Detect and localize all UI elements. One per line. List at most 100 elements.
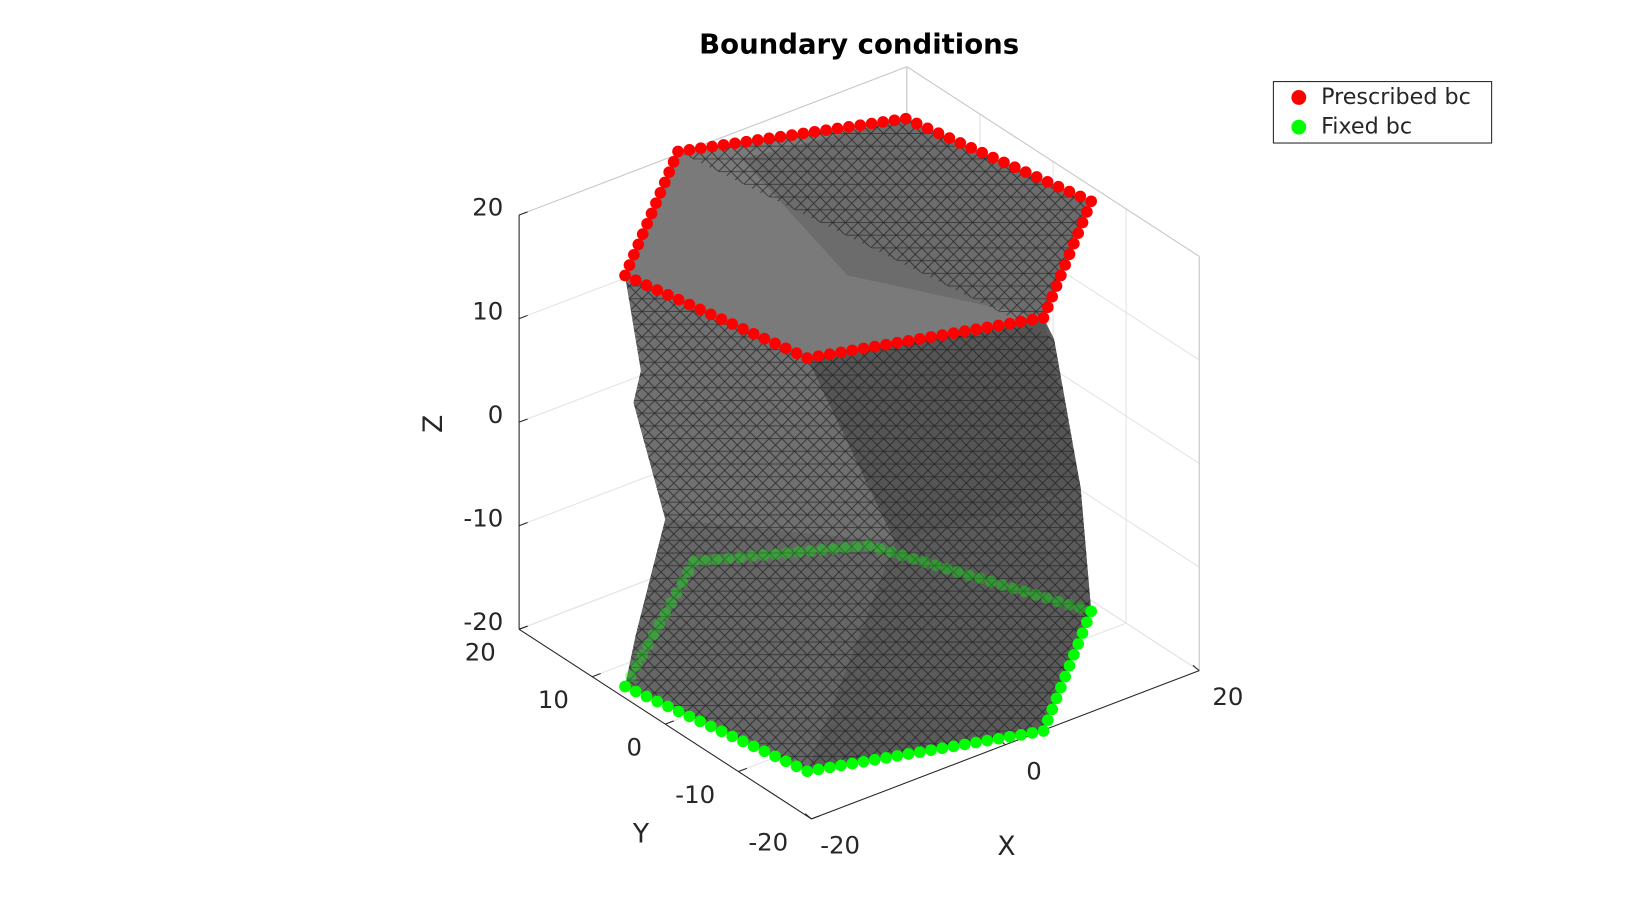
prescribed-node: [1072, 227, 1085, 239]
z-tick-label: -10: [463, 503, 503, 532]
prescribed-node: [1009, 161, 1021, 174]
fixed-node: [936, 742, 949, 755]
fixed-node-hidden: [676, 576, 689, 589]
prescribed-node: [998, 156, 1010, 169]
y-tick-label: 10: [538, 685, 569, 714]
prescribed-node: [1068, 237, 1080, 250]
fixed-node-hidden: [781, 547, 793, 559]
prescribed-node: [868, 340, 881, 353]
prescribed-node: [936, 329, 949, 341]
prescribed-node: [854, 119, 867, 132]
legend-box: [1272, 81, 1493, 144]
fixed-node: [891, 750, 904, 762]
fixed-node: [1037, 725, 1050, 737]
prescribed-node: [629, 274, 642, 287]
prescribed-node: [958, 325, 971, 338]
prescribed-node: [801, 352, 814, 364]
prescribed-node: [902, 334, 915, 347]
fixed-node-hidden: [682, 566, 694, 578]
prescribed-node: [943, 132, 956, 144]
fixed-node-hidden: [885, 546, 897, 558]
fixed-node: [1015, 728, 1027, 741]
fixed-node: [812, 763, 825, 776]
fixed-node-hidden: [918, 556, 931, 568]
chart-title: Boundary conditions: [699, 29, 1019, 61]
legend-marker: [1291, 90, 1307, 105]
fixed-node-hidden: [792, 546, 805, 558]
prescribed-node: [1037, 311, 1050, 324]
y-tick: [811, 815, 821, 820]
y-tick-label: 20: [465, 638, 496, 667]
prescribed-node: [786, 129, 798, 141]
prescribed-node: [751, 134, 764, 146]
fixed-node: [651, 695, 664, 708]
prescribed-node: [880, 338, 892, 351]
fixed-node-hidden: [839, 541, 852, 554]
fixed-node: [790, 760, 803, 773]
prescribed-node: [779, 342, 792, 355]
fixed-node-hidden: [907, 552, 920, 565]
fixed-node: [970, 736, 982, 749]
fixed-node: [902, 748, 915, 760]
prescribed-node: [1042, 301, 1054, 314]
fixed-node-hidden: [670, 586, 683, 599]
fixed-node-hidden: [647, 628, 660, 641]
fixed-node-hidden: [1040, 592, 1053, 604]
fixed-node: [1050, 692, 1063, 705]
prescribed-node: [651, 284, 664, 296]
y-tick: [738, 767, 748, 773]
prescribed-node: [769, 337, 781, 350]
fixed-node: [880, 751, 892, 764]
fixed-node: [1068, 648, 1080, 661]
prescribed-node: [641, 217, 653, 230]
prescribed-node: [1046, 290, 1059, 303]
y-tick: [592, 673, 601, 678]
prescribed-node: [658, 176, 671, 189]
prescribed-node: [790, 347, 803, 360]
fixed-node: [704, 720, 717, 733]
prescribed-node: [1052, 180, 1065, 193]
z-axis-label: Z: [418, 415, 449, 433]
prescribed-node: [774, 130, 787, 143]
x-tick-label: 20: [1212, 682, 1243, 711]
prescribed-node: [662, 289, 674, 301]
prescribed-node: [1074, 190, 1087, 203]
fixed-node: [715, 725, 728, 738]
prescribed-node: [925, 331, 937, 343]
fixed-node-hidden: [653, 618, 666, 630]
prescribed-node: [1085, 195, 1098, 208]
fixed-node: [835, 759, 847, 772]
fixed-node: [726, 730, 739, 743]
fixed-node-hidden: [940, 562, 953, 575]
fixed-node: [958, 738, 971, 751]
prescribed-node: [921, 122, 934, 135]
x-tick-label: -20: [820, 830, 860, 859]
fixed-node-hidden: [862, 539, 875, 552]
fixed-node: [1072, 638, 1085, 650]
prescribed-node: [1076, 216, 1089, 229]
prescribed-node: [823, 348, 836, 361]
prescribed-node: [1041, 176, 1054, 188]
fixed-node-hidden: [665, 597, 677, 609]
fixed-node: [758, 745, 771, 758]
legend: Prescribed bc Fixed bc: [1272, 81, 1493, 144]
prescribed-node: [1015, 315, 1027, 328]
y-tick-label: -10: [675, 780, 715, 809]
fixed-node-hidden: [688, 555, 700, 568]
fixed-node-hidden: [1063, 598, 1075, 611]
fixed-node-hidden: [1074, 602, 1086, 614]
fixed-node-hidden: [1007, 582, 1020, 595]
fixed-node-hidden: [636, 649, 649, 662]
fixed-node: [640, 690, 653, 703]
fixed-node-hidden: [851, 540, 863, 553]
prescribed-node: [717, 139, 730, 151]
fixed-node-hidden: [974, 572, 986, 585]
fixed-node-hidden: [827, 542, 840, 555]
prescribed-node: [1003, 317, 1016, 330]
fixed-node-hidden: [734, 551, 747, 564]
prescribed-node: [704, 308, 717, 321]
boundary-nodes: [619, 112, 1098, 778]
